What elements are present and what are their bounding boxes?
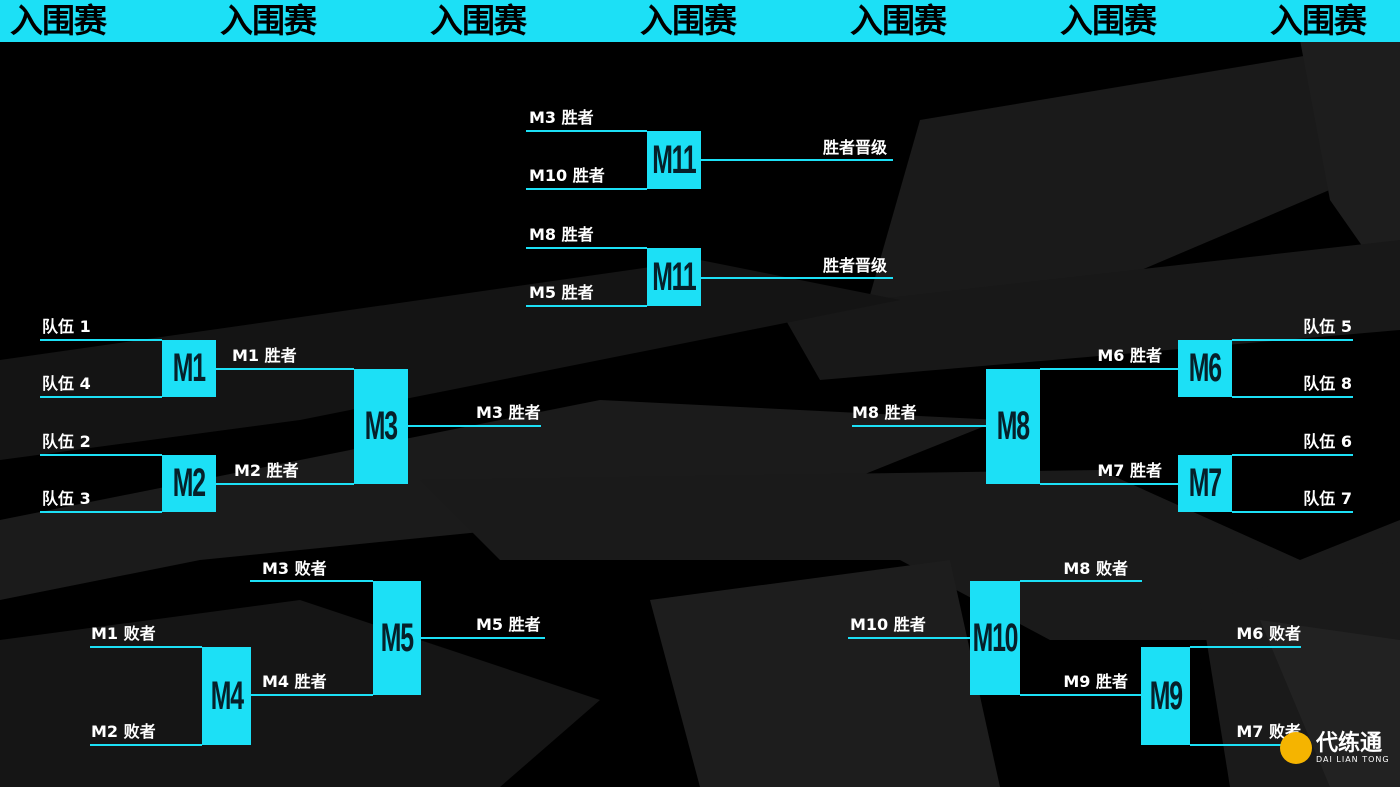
bracket-line xyxy=(40,454,162,456)
team-label: 队伍 4 xyxy=(42,374,91,393)
match-box-m2: M2 xyxy=(162,455,216,512)
match-box-m10: M10 xyxy=(970,581,1020,695)
match-label: M7 xyxy=(1189,461,1222,505)
banner-title: 入围赛 xyxy=(640,1,737,40)
slot-label: 胜者晋级 xyxy=(822,138,887,157)
banner-title: 入围赛 xyxy=(850,1,947,40)
bracket-line xyxy=(1232,454,1353,456)
bracket-line xyxy=(1232,396,1353,398)
banner: 入围赛 入围赛 入围赛 入围赛 入围赛 入围赛 入围赛 xyxy=(0,0,1400,42)
slot-label: 胜者晋级 xyxy=(822,256,887,275)
slot-label: M1 败者 xyxy=(91,624,156,643)
match-label: M1 xyxy=(173,346,206,390)
bracket-line xyxy=(1232,511,1353,513)
match-label: M11 xyxy=(652,137,696,182)
team-label: 队伍 7 xyxy=(1303,489,1352,508)
bracket-line xyxy=(1190,646,1301,648)
slot-label: M10 胜者 xyxy=(529,166,605,185)
match-label: M11 xyxy=(652,254,696,299)
bracket-line xyxy=(421,637,545,639)
team-label: 队伍 1 xyxy=(42,317,91,336)
bracket-line xyxy=(526,130,647,132)
bracket-line xyxy=(90,744,202,746)
bracket-line xyxy=(40,339,162,341)
match-box-m7: M7 xyxy=(1178,455,1232,512)
match-box-m5: M5 xyxy=(373,581,421,695)
bracket-line xyxy=(1020,694,1141,696)
match-label: M5 xyxy=(381,615,414,660)
bracket-line xyxy=(90,646,202,648)
bracket-line xyxy=(408,425,541,427)
match-box-m11: M11 xyxy=(647,248,701,306)
slot-label: M2 胜者 xyxy=(234,461,299,480)
match-box-m1: M1 xyxy=(162,340,216,397)
bracket-line xyxy=(1040,483,1178,485)
slot-label: M2 败者 xyxy=(91,722,156,741)
slot-label: M4 胜者 xyxy=(262,672,327,691)
slot-label: M10 胜者 xyxy=(850,615,926,634)
banner-title: 入围赛 xyxy=(430,1,527,40)
bracket-line xyxy=(251,694,373,696)
bracket-line xyxy=(1040,368,1178,370)
match-box-m11: M11 xyxy=(647,131,701,189)
bracket-line xyxy=(526,305,647,307)
match-label: M9 xyxy=(1149,673,1183,718)
banner-title: 入围赛 xyxy=(1060,1,1157,40)
match-box-m8: M8 xyxy=(986,369,1040,484)
match-box-m9: M9 xyxy=(1141,647,1190,745)
slot-label: M5 胜者 xyxy=(529,283,594,302)
slot-label: M6 胜者 xyxy=(1097,346,1162,365)
team-label: 队伍 2 xyxy=(42,432,91,451)
watermark: 代练通 DAI LIAN TONG xyxy=(1280,732,1390,764)
match-label: M6 xyxy=(1189,346,1222,390)
match-box-m3: M3 xyxy=(354,369,408,484)
bracket-line xyxy=(848,637,970,639)
bracket-line xyxy=(40,396,162,398)
bracket-line xyxy=(1020,580,1142,582)
bracket-line xyxy=(40,511,162,513)
bracket-line xyxy=(250,580,373,582)
slot-label: M5 胜者 xyxy=(476,615,541,634)
bracket-line xyxy=(216,368,354,370)
watermark-name: 代练通 xyxy=(1316,730,1383,756)
slot-label: M9 胜者 xyxy=(1063,672,1128,691)
bracket-line xyxy=(526,247,647,249)
bracket-line xyxy=(701,277,893,279)
match-box-m6: M6 xyxy=(1178,340,1232,397)
slot-label: M8 胜者 xyxy=(852,403,917,422)
slot-label: M8 败者 xyxy=(1063,559,1128,578)
team-label: 队伍 5 xyxy=(1303,317,1352,336)
bracket-line xyxy=(701,159,893,161)
slot-label: M3 胜者 xyxy=(529,108,594,127)
watermark-logo-icon xyxy=(1280,732,1312,764)
match-label: M4 xyxy=(210,673,244,718)
banner-title: 入围赛 xyxy=(1270,1,1367,40)
bracket-line xyxy=(1190,744,1301,746)
match-label: M2 xyxy=(173,461,206,505)
team-label: 队伍 8 xyxy=(1303,374,1352,393)
match-label: M10 xyxy=(972,615,1019,660)
bracket-line xyxy=(852,425,986,427)
match-box-m4: M4 xyxy=(202,647,251,745)
match-label: M8 xyxy=(997,404,1030,448)
team-label: 队伍 6 xyxy=(1303,432,1352,451)
slot-label: M3 胜者 xyxy=(476,403,541,422)
bracket-line xyxy=(216,483,354,485)
team-label: 队伍 3 xyxy=(42,489,91,508)
match-label: M3 xyxy=(365,404,398,448)
bracket-line xyxy=(526,188,647,190)
slot-label: M1 胜者 xyxy=(232,346,297,365)
banner-title: 入围赛 xyxy=(220,1,317,40)
bracket-line xyxy=(1232,339,1353,341)
watermark-subtitle: DAI LIAN TONG xyxy=(1316,754,1390,764)
banner-title: 入围赛 xyxy=(10,1,107,40)
slot-label: M7 胜者 xyxy=(1097,461,1162,480)
slot-label: M8 胜者 xyxy=(529,225,594,244)
slot-label: M3 败者 xyxy=(262,559,327,578)
slot-label: M6 败者 xyxy=(1236,624,1301,643)
